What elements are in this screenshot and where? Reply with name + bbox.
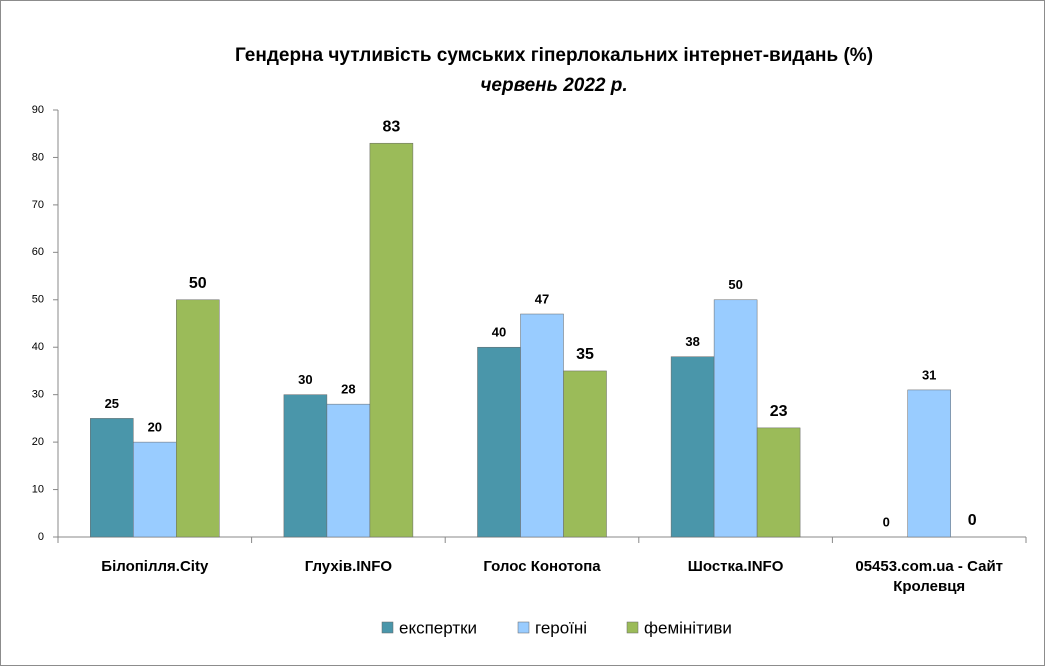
- data-label: 83: [383, 118, 401, 135]
- y-tick-label: 50: [32, 294, 44, 306]
- y-tick-label: 20: [32, 436, 44, 448]
- legend-label: героїні: [535, 618, 587, 637]
- data-label: 35: [576, 346, 594, 363]
- data-label: 38: [685, 334, 699, 349]
- data-label: 25: [105, 396, 119, 411]
- y-tick-label: 10: [32, 483, 44, 495]
- x-tick-label: Голос Конотопа: [483, 558, 601, 575]
- data-label: 0: [883, 514, 890, 529]
- chart-title: Гендерна чутливість сумських гіперлокаль…: [235, 45, 873, 66]
- chart-subtitle: червень 2022 р.: [480, 75, 627, 96]
- y-tick-label: 40: [32, 341, 44, 353]
- x-tick-label: 05453.com.ua - Сайт Кролевця: [855, 558, 1004, 595]
- bar: [176, 299, 220, 538]
- legend-swatch: [517, 621, 530, 634]
- data-label: 23: [770, 403, 788, 420]
- y-tick-label: 0: [38, 531, 44, 543]
- data-label: 40: [492, 325, 506, 340]
- data-label: 20: [148, 420, 162, 435]
- bar: [756, 427, 801, 538]
- bar: [563, 370, 607, 538]
- bar: [369, 142, 414, 538]
- y-tick-label: 60: [32, 246, 44, 258]
- bar: [520, 313, 564, 538]
- legend-label: фемінітиви: [644, 618, 732, 637]
- legend-label: експертки: [399, 618, 477, 637]
- x-tick-label: Глухів.INFO: [304, 558, 393, 575]
- bar: [90, 418, 134, 538]
- data-label: 0: [968, 512, 977, 529]
- bar: [907, 389, 951, 538]
- x-tick-label: Шостка.INFO: [687, 558, 784, 575]
- bar: [133, 441, 177, 538]
- y-tick-label: 30: [32, 389, 44, 401]
- y-tick-label: 70: [32, 199, 44, 211]
- bar: [283, 394, 328, 538]
- bar: [326, 403, 371, 538]
- legend-swatch: [626, 621, 639, 634]
- data-label: 50: [728, 277, 742, 292]
- bar: [713, 299, 758, 538]
- data-label: 28: [341, 382, 355, 397]
- bar: [477, 346, 521, 538]
- x-tick-label: Білопілля.City: [101, 558, 209, 575]
- data-label: 31: [922, 367, 936, 382]
- data-label: 30: [298, 372, 312, 387]
- y-tick-label: 80: [32, 151, 44, 163]
- bar: [670, 356, 715, 538]
- legend-swatch: [381, 621, 394, 634]
- data-label: 47: [535, 291, 549, 306]
- y-tick-label: 90: [32, 104, 44, 116]
- data-label: 50: [189, 275, 207, 292]
